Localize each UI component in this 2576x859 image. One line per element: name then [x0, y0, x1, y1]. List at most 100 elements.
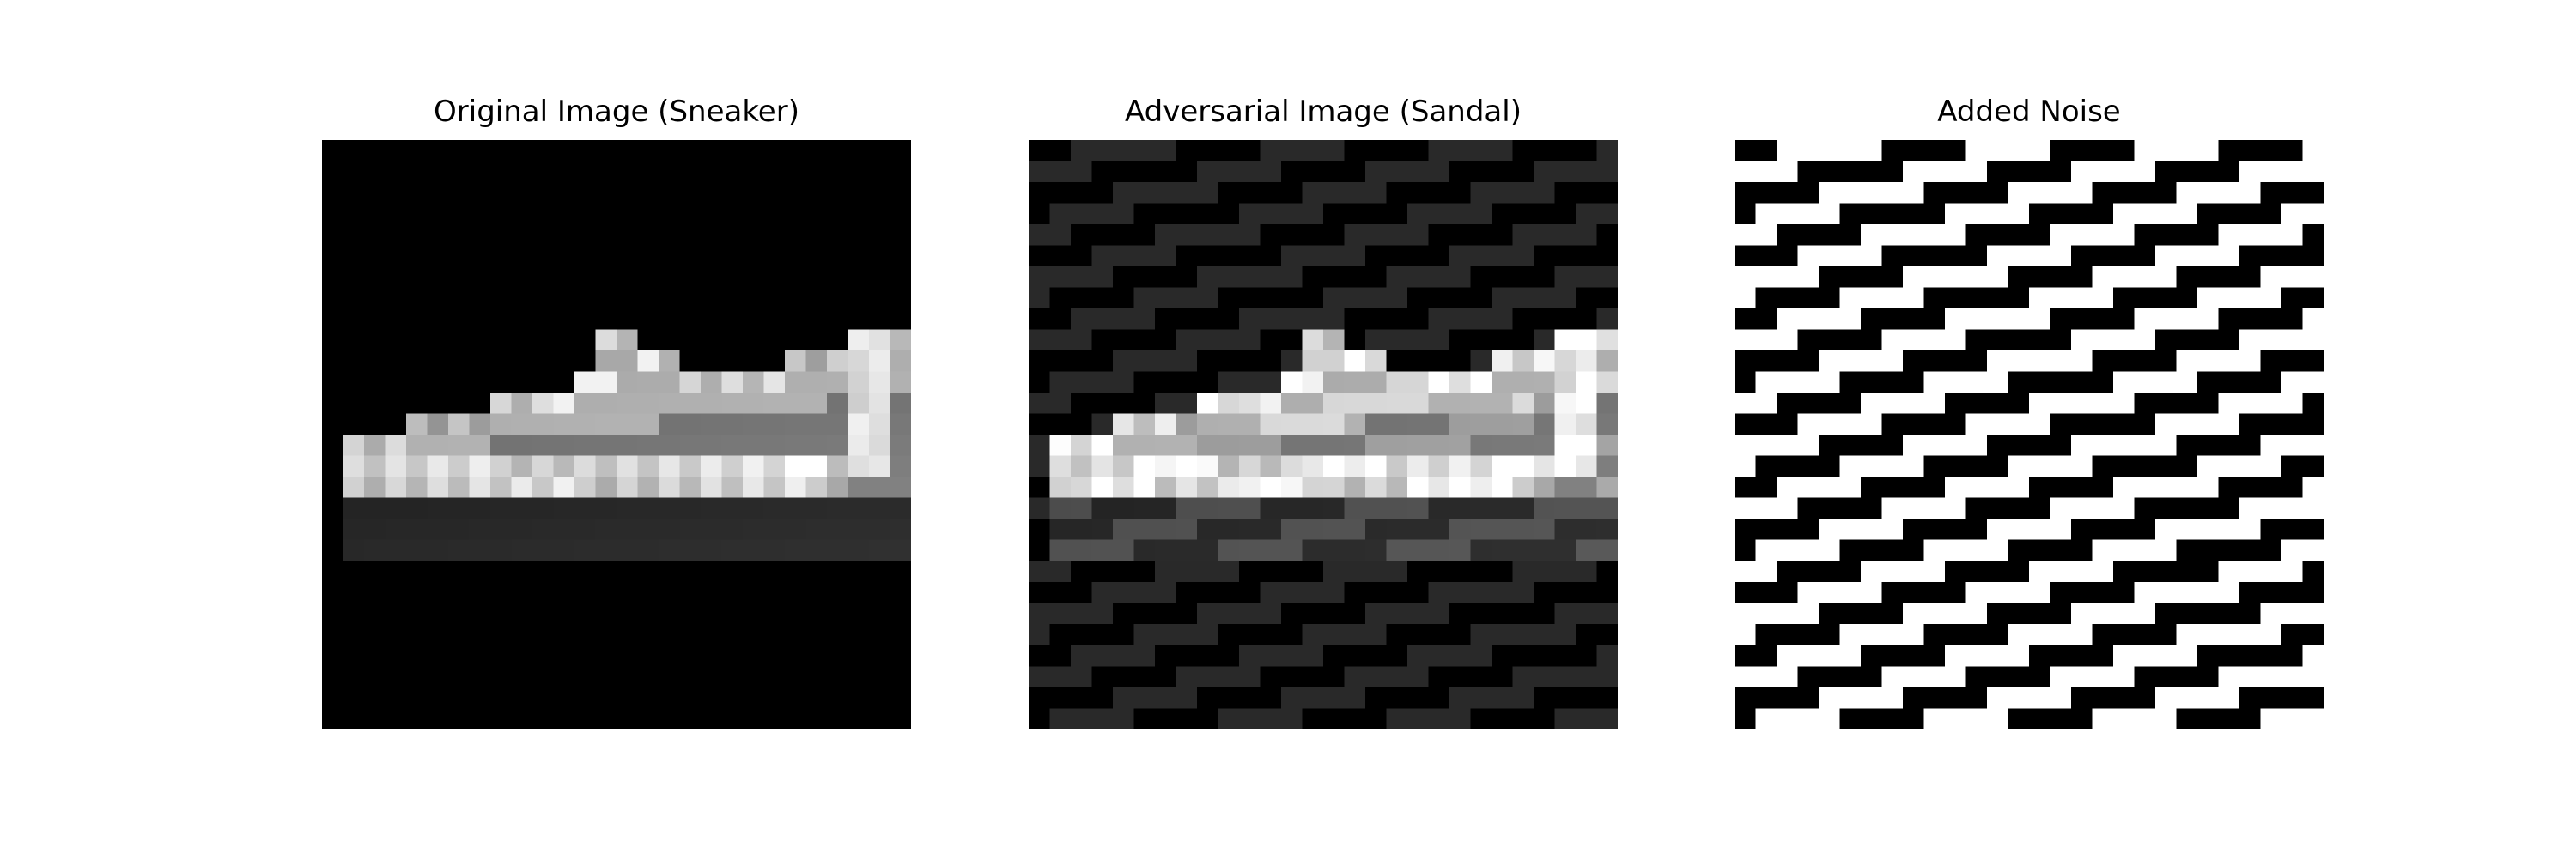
noise-pixel	[2155, 539, 2177, 562]
original-pixel	[322, 161, 343, 183]
noise-pixel	[1777, 182, 1798, 204]
noise-pixel	[1861, 161, 1882, 183]
noise-pixel	[1987, 350, 2008, 372]
original-pixel	[659, 539, 680, 562]
noise-pixel	[2302, 329, 2324, 351]
original-pixel	[427, 435, 449, 456]
noise-pixel	[2050, 539, 2072, 562]
noise-pixel	[2155, 687, 2177, 709]
noise-pixel	[1965, 708, 1988, 729]
original-pixel	[617, 224, 638, 246]
adversarial-pixel	[1197, 161, 1218, 183]
noise-pixel	[1987, 561, 2008, 582]
original-pixel	[721, 435, 744, 456]
original-pixel	[595, 603, 617, 624]
original-pixel	[385, 582, 407, 604]
original-pixel	[427, 624, 449, 646]
adversarial-pixel	[1155, 266, 1176, 288]
noise-pixel	[2239, 308, 2261, 330]
original-pixel	[322, 624, 343, 646]
noise-pixel	[2176, 603, 2198, 624]
original-pixel	[595, 393, 617, 414]
noise-pixel	[2071, 245, 2093, 267]
noise-pixel	[2197, 161, 2219, 183]
original-pixel	[743, 308, 764, 330]
noise-pixel	[1945, 539, 1966, 562]
noise-pixel	[1965, 203, 1988, 225]
original-pixel	[532, 266, 554, 288]
noise-pixel	[1903, 329, 1924, 351]
original-pixel	[890, 413, 911, 436]
original-pixel	[532, 350, 554, 372]
noise-pixel	[1735, 455, 1756, 478]
adversarial-pixel	[1492, 539, 1513, 562]
adversarial-pixel	[1155, 245, 1176, 267]
original-pixel	[701, 561, 722, 582]
adversarial-pixel	[1365, 161, 1387, 183]
original-pixel	[721, 666, 744, 688]
noise-pixel	[2155, 224, 2177, 246]
noise-pixel	[2071, 182, 2093, 204]
adversarial-pixel	[1176, 624, 1198, 646]
original-pixel	[574, 455, 596, 478]
original-pixel	[406, 413, 428, 436]
original-pixel	[364, 266, 386, 288]
noise-pixel	[2197, 393, 2219, 414]
adversarial-pixel	[1492, 161, 1513, 183]
noise-pixel	[1839, 455, 1862, 478]
adversarial-pixel	[1449, 393, 1471, 414]
original-pixel	[763, 371, 786, 393]
noise-pixel	[2197, 266, 2219, 288]
adversarial-pixel	[1344, 371, 1366, 393]
noise-pixel	[2197, 539, 2219, 562]
original-pixel	[805, 350, 828, 372]
noise-pixel	[1839, 393, 1862, 414]
original-pixel	[805, 287, 828, 309]
adversarial-pixel	[1470, 371, 1492, 393]
original-pixel	[574, 539, 596, 562]
original-pixel	[322, 539, 343, 562]
noise-pixel	[1923, 140, 1946, 161]
noise-pixel	[1945, 140, 1966, 161]
adversarial-pixel	[1576, 182, 1597, 204]
original-pixel	[469, 477, 491, 498]
original-pixel	[721, 561, 744, 582]
noise-pixel	[2050, 182, 2072, 204]
original-pixel	[785, 224, 806, 246]
adversarial-pixel	[1218, 203, 1240, 225]
noise-pixel	[1839, 266, 1862, 288]
noise-pixel	[2218, 435, 2240, 456]
adversarial-pixel	[1155, 435, 1176, 456]
adversarial-pixel	[1197, 666, 1218, 688]
adversarial-pixel	[1302, 350, 1324, 372]
original-pixel	[532, 393, 554, 414]
noise-pixel	[1881, 497, 1904, 520]
noise-pixel	[2260, 224, 2282, 246]
noise-pixel	[1735, 224, 1756, 246]
adversarial-pixel	[1534, 224, 1555, 246]
adversarial-pixel	[1281, 393, 1303, 414]
original-pixel	[532, 435, 554, 456]
original-pixel	[743, 161, 764, 183]
noise-pixel	[2218, 203, 2240, 225]
noise-pixel	[2302, 182, 2324, 204]
original-pixel	[448, 245, 470, 267]
noise-pixel	[2008, 477, 2030, 498]
adversarial-pixel	[1133, 161, 1156, 183]
noise-pixel	[1881, 708, 1904, 729]
adversarial-pixel	[1176, 687, 1198, 709]
original-pixel	[553, 645, 575, 667]
original-pixel	[637, 708, 659, 729]
noise-pixel	[2155, 666, 2177, 688]
original-pixel	[490, 666, 512, 688]
original-pixel	[617, 161, 638, 183]
noise-pixel	[1987, 666, 2008, 688]
adversarial-pixel	[1113, 329, 1134, 351]
noise-pixel	[1881, 539, 1904, 562]
adversarial-pixel	[1596, 287, 1618, 309]
adversarial-pixel	[1492, 435, 1513, 456]
noise-pixel	[1735, 708, 1756, 729]
adversarial-pixel	[1113, 182, 1134, 204]
noise-pixel	[2029, 435, 2050, 456]
original-pixel	[574, 624, 596, 646]
